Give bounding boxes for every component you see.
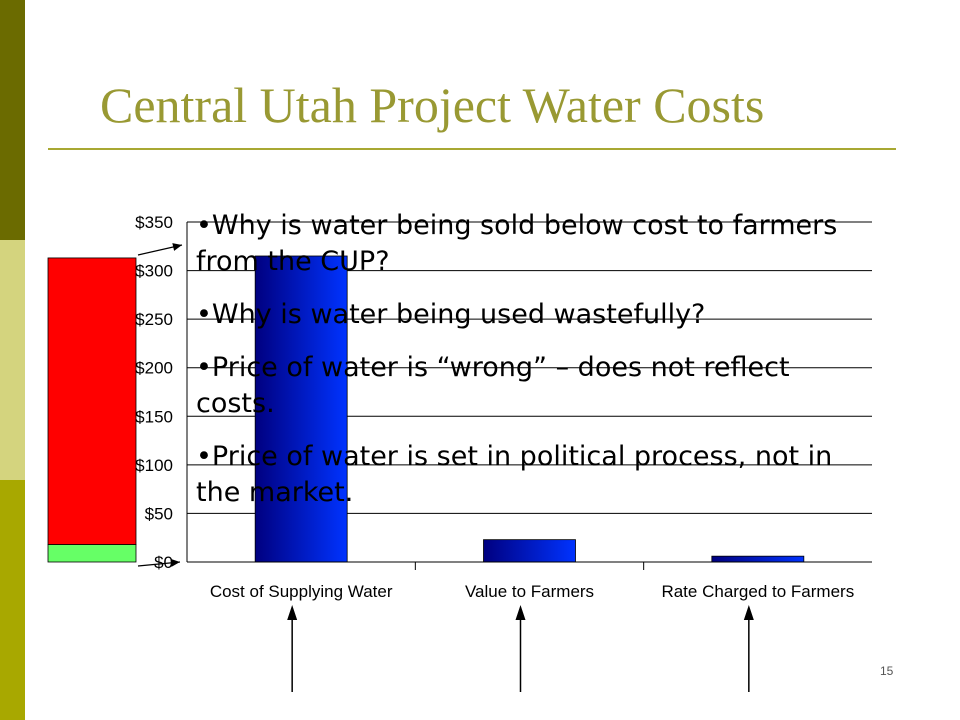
bars <box>254 255 805 563</box>
bullet-4: •Price of water is set in political proc… <box>196 441 833 508</box>
y-tick-label: $0 <box>154 553 173 572</box>
bullet-2: •Why is water being used wastefully? <box>196 299 706 330</box>
stack-segment-red <box>47 257 137 545</box>
y-tick-label: $50 <box>145 504 173 523</box>
y-tick-label: $300 <box>135 262 173 281</box>
arrows <box>137 243 754 692</box>
up-arrow-icon <box>743 605 754 620</box>
y-tick-label: $200 <box>135 359 173 378</box>
bar <box>254 255 348 563</box>
axes <box>186 222 872 570</box>
y-tick-label: $350 <box>135 213 173 232</box>
bar <box>711 555 805 563</box>
bar <box>483 539 576 563</box>
slide-title: Central Utah Project Water Costs <box>100 77 765 133</box>
y-tick-label: $100 <box>135 456 173 475</box>
page-number: 15 <box>880 664 894 678</box>
accent-strip-top <box>0 0 25 240</box>
stacked-overlay <box>47 257 137 563</box>
y-tick-label: $250 <box>135 310 173 329</box>
x-tick-label: Cost of Supplying Water <box>210 582 393 601</box>
title-underline <box>48 148 896 150</box>
up-arrow-icon <box>287 605 298 620</box>
right-arrow-icon <box>172 243 182 251</box>
bullet-1: •Why is water being sold below cost to f… <box>196 210 838 277</box>
tick-labels: $0 $50 $100 $150 $200 $250 $300 $350 Cost of Sup… <box>135 213 854 601</box>
accent-strip-bottom <box>0 480 25 720</box>
y-tick-label: $150 <box>135 407 173 426</box>
right-arrow-icon <box>170 558 180 567</box>
bullet-list: •Why is water being sold below cost to f… <box>196 208 846 528</box>
bullet-3: •Price of water is “wrong” – does not re… <box>196 352 790 419</box>
x-tick-label: Value to Farmers <box>465 582 594 601</box>
x-tick-label: Rate Charged to Farmers <box>661 582 854 601</box>
stack-segment-green <box>47 544 137 563</box>
up-arrow-icon <box>515 605 526 620</box>
accent-strip-middle <box>0 240 25 480</box>
